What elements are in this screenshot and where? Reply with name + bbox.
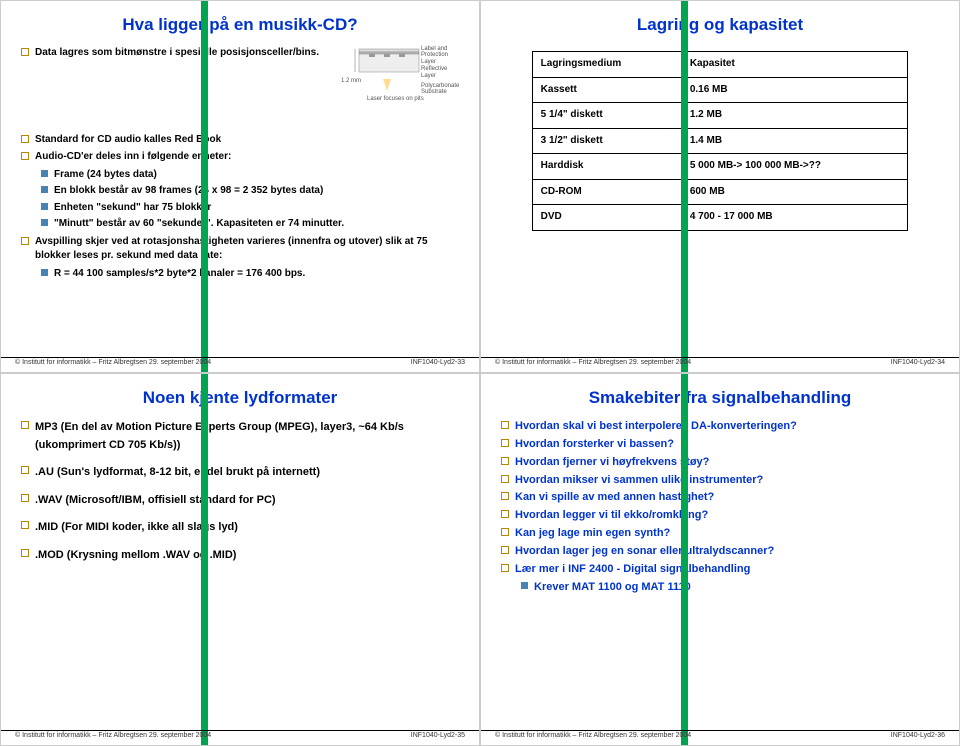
footer-right: INF1040-Lyd2-34 xyxy=(891,359,945,366)
slide-title: Hva ligger på en musikk-CD? xyxy=(21,15,459,35)
slide-1: Hva ligger på en musikk-CD? Data lagres … xyxy=(0,0,480,373)
slide-content: Lagringsmedium Kapasitet Kassett0.16 MB … xyxy=(501,43,939,348)
green-stripe xyxy=(201,1,208,372)
text: "Minutt" består av 60 "sekunder". Kapasi… xyxy=(54,217,344,232)
slide-title: Noen kjente lydformater xyxy=(21,388,459,408)
slide-3: Noen kjente lydformater MP3 (En del av M… xyxy=(0,373,480,746)
table-row: 3 1/2" diskett1.4 MB xyxy=(532,128,908,154)
table-row: 5 1/4" diskett1.2 MB xyxy=(532,103,908,129)
green-stripe xyxy=(201,374,208,745)
text: Hvordan legger vi til ekko/romklang? xyxy=(515,508,708,523)
slide-title: Lagring og kapasitet xyxy=(501,15,939,35)
text: Enheten "sekund" har 75 blokker xyxy=(54,201,211,216)
footer-left: © Institutt for informatikk – Fritz Albr… xyxy=(15,732,211,739)
text: Hvordan skal vi best interpolere i DA-ko… xyxy=(515,419,797,434)
text: MP3 (En del av Motion Picture Experts Gr… xyxy=(35,419,459,454)
table-row: CD-ROM600 MB xyxy=(532,179,908,205)
slide-4: Smakebiter fra signalbehandling Hvordan … xyxy=(480,373,960,746)
text: R = 44 100 samples/s*2 byte*2 kanaler = … xyxy=(54,267,305,282)
text: Lær mer i INF 2400 - Digital signalbehan… xyxy=(515,562,750,577)
footer-right: INF1040-Lyd2-36 xyxy=(891,732,945,739)
col-header: Lagringsmedium xyxy=(532,52,681,78)
text: Kan jeg lage min egen synth? xyxy=(515,526,670,541)
text: Hvordan mikser vi sammen ulike instrumen… xyxy=(515,473,763,488)
text: Data lagres som bitmønstre i spesielle p… xyxy=(35,46,319,61)
text: Hvordan lager jeg en sonar eller ultraly… xyxy=(515,544,774,559)
text: En blokk består av 98 frames (24 x 98 = … xyxy=(54,184,323,199)
text: Krever MAT 1100 og MAT 1110 xyxy=(534,580,691,595)
slide-content: MP3 (En del av Motion Picture Experts Gr… xyxy=(21,416,459,721)
footer-right: INF1040-Lyd2-33 xyxy=(411,359,465,366)
text: Frame (24 bytes data) xyxy=(54,168,157,183)
footer-left: © Institutt for informatikk – Fritz Albr… xyxy=(15,359,211,366)
table-row: Kassett0.16 MB xyxy=(532,77,908,103)
capacity-table: Lagringsmedium Kapasitet Kassett0.16 MB … xyxy=(532,51,909,231)
text: Hvordan forsterker vi bassen? xyxy=(515,437,674,452)
green-stripe xyxy=(681,374,688,745)
text: .WAV (Microsoft/IBM, offisiell standard … xyxy=(35,492,276,510)
table-row: Harddisk5 000 MB-> 100 000 MB->?? xyxy=(532,154,908,180)
slide-title: Smakebiter fra signalbehandling xyxy=(501,388,939,408)
cd-cross-section-diagram: Label and Protection Layer Reflective La… xyxy=(349,43,459,163)
slide-content: Hvordan skal vi best interpolere i DA-ko… xyxy=(501,416,939,721)
table-header-row: Lagringsmedium Kapasitet xyxy=(532,52,908,78)
footer-left: © Institutt for informatikk – Fritz Albr… xyxy=(495,359,691,366)
col-header: Kapasitet xyxy=(681,52,908,78)
slide-content: Data lagres som bitmønstre i spesielle p… xyxy=(21,43,459,348)
text: .AU (Sun's lydformat, 8-12 bit, endel br… xyxy=(35,464,320,482)
text: Avspilling skjer ved at rotasjonshastigh… xyxy=(35,235,459,264)
footer-right: INF1040-Lyd2-35 xyxy=(411,732,465,739)
table-row: DVD4 700 - 17 000 MB xyxy=(532,205,908,231)
footer-left: © Institutt for informatikk – Fritz Albr… xyxy=(495,732,691,739)
slide-2: Lagring og kapasitet Lagringsmedium Kapa… xyxy=(480,0,960,373)
text: Standard for CD audio kalles Red Book xyxy=(35,133,221,148)
green-stripe xyxy=(681,1,688,372)
